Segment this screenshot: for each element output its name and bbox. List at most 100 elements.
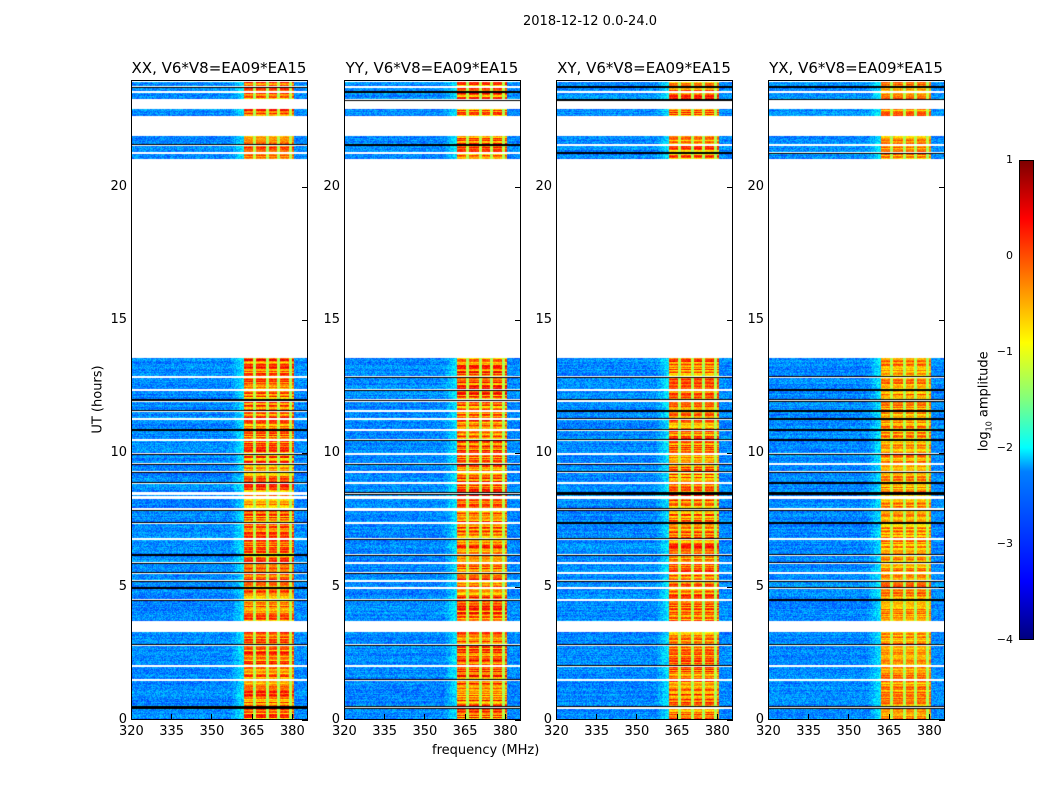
x-tick-label: 335	[372, 724, 398, 739]
x-tick-mark	[556, 714, 557, 720]
y-tick-mark	[515, 186, 521, 188]
x-tick-mark	[596, 714, 598, 720]
y-tick-label: 15	[110, 312, 127, 327]
x-tick-mark	[888, 714, 890, 720]
heatmap-cells	[557, 81, 732, 719]
y-tick-mark	[515, 586, 521, 588]
x-tick-mark	[211, 714, 213, 720]
x-tick-label: 380	[704, 724, 730, 739]
y-tick-mark	[727, 720, 733, 721]
x-tick-mark	[928, 714, 930, 720]
y-tick-mark	[727, 186, 733, 188]
colorbar-label-log: log	[976, 431, 992, 452]
x-tick-label: 335	[159, 724, 185, 739]
x-tick-mark	[251, 714, 253, 720]
y-tick-mark	[939, 586, 945, 588]
panel-title: XX, V6*V8=EA09*EA15	[131, 59, 307, 77]
x-tick-label: 365	[664, 724, 690, 739]
y-tick-label: 10	[535, 445, 552, 461]
y-tick-label: 10	[747, 445, 764, 461]
colorbar-label: log10 amplitude	[977, 331, 994, 471]
panel-title: XY, V6*V8=EA09*EA15	[557, 59, 731, 77]
x-tick-mark	[808, 714, 810, 720]
x-tick-label: 335	[584, 724, 610, 739]
panel-title: YX, V6*V8=EA09*EA15	[769, 59, 943, 77]
y-tick-mark	[939, 453, 945, 455]
x-tick-label: 350	[199, 724, 225, 739]
x-tick-label: 320	[544, 724, 569, 739]
y-tick-label: 0	[543, 712, 552, 727]
y-axis-label: UT (hours)	[90, 365, 106, 434]
x-tick-label: 320	[332, 724, 357, 739]
x-tick-label: 350	[836, 724, 862, 739]
heatmap-cells	[769, 81, 944, 719]
x-tick-mark	[636, 714, 638, 720]
x-tick-mark	[344, 714, 345, 720]
x-tick-mark	[424, 714, 426, 720]
x-tick-label: 365	[239, 724, 265, 739]
y-tick-mark	[515, 720, 521, 721]
panel-title: YY, V6*V8=EA09*EA15	[345, 59, 519, 77]
heatmap-cells	[345, 81, 520, 719]
x-tick-label: 380	[492, 724, 518, 739]
x-tick-mark	[504, 714, 506, 720]
x-tick-mark	[384, 714, 386, 720]
colorbar-label-rest: amplitude	[976, 351, 992, 422]
x-tick-label: 380	[916, 724, 942, 739]
x-tick-mark	[131, 714, 132, 720]
x-tick-mark	[716, 714, 718, 720]
y-tick-label: 5	[755, 578, 764, 594]
y-tick-label: 0	[118, 712, 127, 727]
x-tick-mark	[848, 714, 850, 720]
figure-title: 2018-12-12 0.0-24.0	[523, 14, 657, 29]
colorbar-tick-label: −4	[996, 633, 1013, 646]
x-axis-label: frequency (MHz)	[432, 743, 540, 758]
y-tick-label: 20	[110, 178, 127, 194]
y-tick-mark	[515, 453, 521, 455]
spectrogram-panel	[131, 80, 308, 720]
y-tick-mark	[939, 186, 945, 188]
y-tick-mark	[302, 320, 308, 321]
y-tick-label: 5	[331, 578, 340, 594]
x-tick-mark	[464, 714, 466, 720]
colorbar-tick-label: −1	[996, 345, 1013, 358]
colorbar-tick-label: −2	[996, 441, 1013, 454]
x-tick-label: 350	[624, 724, 650, 739]
y-tick-mark	[727, 586, 733, 588]
colorbar-tick-label: 0	[1006, 249, 1013, 262]
y-tick-label: 10	[323, 445, 340, 461]
x-tick-mark	[171, 714, 173, 720]
spectrogram-panel	[556, 80, 733, 720]
colorbar-label-sub: 10	[984, 421, 994, 432]
y-tick-label: 0	[331, 712, 340, 727]
y-tick-label: 5	[543, 578, 552, 594]
y-tick-mark	[302, 720, 308, 721]
y-tick-label: 0	[755, 712, 764, 727]
y-tick-mark	[727, 453, 733, 455]
y-tick-mark	[515, 320, 521, 321]
y-tick-mark	[302, 586, 308, 588]
colorbar-tick-label: −3	[996, 537, 1013, 550]
y-tick-label: 20	[323, 178, 340, 194]
x-tick-label: 320	[119, 724, 144, 739]
y-tick-label: 15	[323, 312, 340, 327]
colorbar-tick-label: 1	[1006, 153, 1013, 166]
y-tick-mark	[939, 320, 945, 321]
y-tick-label: 10	[110, 445, 127, 461]
y-tick-mark	[727, 320, 733, 321]
x-tick-label: 320	[756, 724, 781, 739]
spectrogram-panel	[344, 80, 521, 720]
spectrogram-panel	[768, 80, 945, 720]
y-tick-label: 20	[535, 178, 552, 194]
x-tick-label: 335	[796, 724, 822, 739]
y-tick-mark	[302, 453, 308, 455]
x-tick-label: 380	[279, 724, 305, 739]
x-tick-mark	[768, 714, 769, 720]
y-tick-label: 15	[747, 312, 764, 327]
heatmap-cells	[132, 81, 307, 719]
x-tick-mark	[291, 714, 293, 720]
y-tick-label: 20	[747, 178, 764, 194]
y-tick-mark	[302, 186, 308, 188]
x-tick-label: 350	[412, 724, 438, 739]
x-tick-label: 365	[876, 724, 902, 739]
